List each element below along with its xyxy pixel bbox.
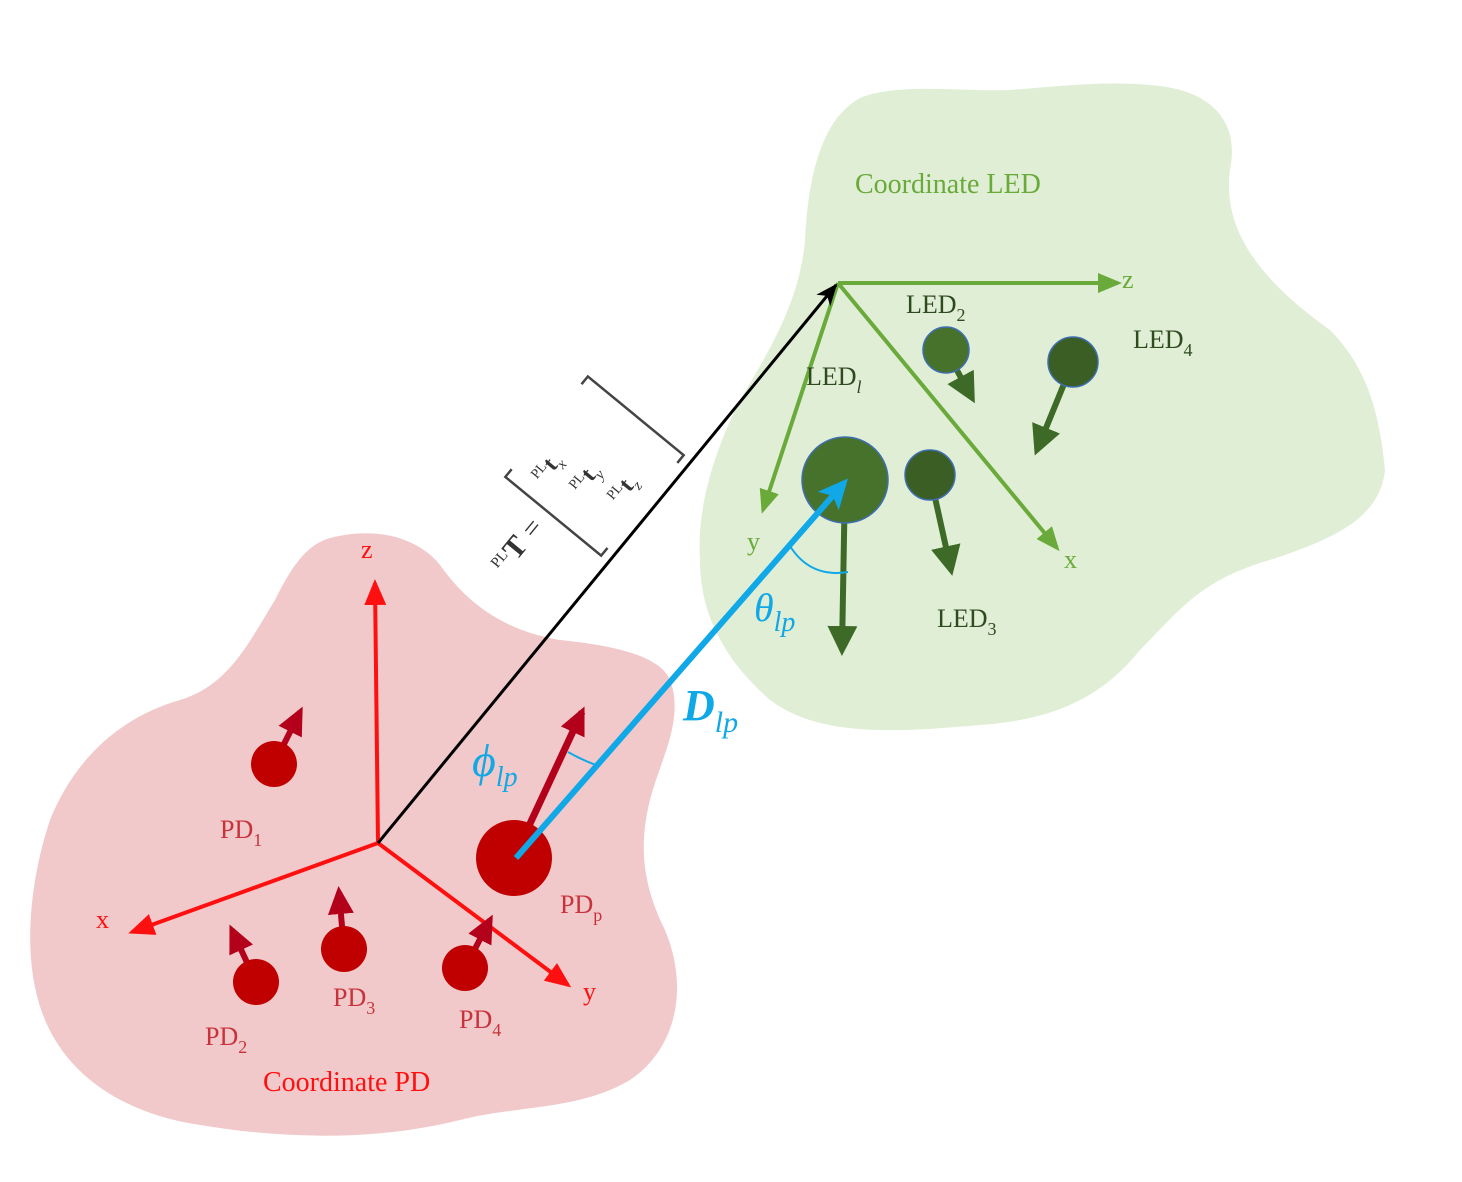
pd-3-label: PD3 bbox=[333, 983, 375, 1018]
led-region-title: Coordinate LED bbox=[855, 169, 1041, 200]
matrix-left-bracket bbox=[503, 468, 609, 558]
pd-2-circle bbox=[233, 959, 279, 1005]
translation-matrix: PLT= PLtx PLty PLtz bbox=[485, 374, 686, 579]
pd-axis-z bbox=[364, 579, 387, 844]
led-4 bbox=[1032, 336, 1099, 456]
pd-region bbox=[30, 533, 678, 1136]
led-axis-y bbox=[759, 282, 840, 514]
led-axis-z-label: z bbox=[1122, 265, 1134, 294]
pd-region-title: Coordinate PD bbox=[263, 1067, 430, 1098]
pd-axis-x-label: x bbox=[96, 905, 109, 934]
led-3-label: LED3 bbox=[937, 604, 997, 639]
matrix-row-x: PLtx bbox=[528, 448, 571, 491]
led-4-label: LED4 bbox=[1133, 325, 1193, 360]
pd-4-label: PD4 bbox=[459, 1005, 501, 1040]
pd-2 bbox=[229, 924, 279, 1005]
pd-1 bbox=[251, 706, 303, 787]
led-axes: z y x bbox=[747, 265, 1134, 574]
theta-arc bbox=[789, 545, 849, 574]
led-l-circle bbox=[801, 436, 889, 524]
led-2 bbox=[922, 326, 975, 404]
phi-arc bbox=[567, 751, 597, 766]
pd-p-label: PDp bbox=[560, 890, 602, 925]
led-axis-x-label: x bbox=[1064, 545, 1077, 574]
phi-label: ϕlp bbox=[472, 735, 518, 793]
pd-1-label: PD1 bbox=[220, 815, 262, 850]
theta-label: θlp bbox=[754, 585, 795, 638]
led-4-circle bbox=[1047, 336, 1099, 388]
matrix-right-bracket bbox=[580, 374, 686, 464]
distance-label: Dlp bbox=[682, 681, 738, 739]
matrix-row-y: PLty bbox=[566, 458, 609, 501]
pd-2-label: PD2 bbox=[205, 1022, 247, 1057]
pd-4-circle bbox=[442, 945, 488, 991]
pd-axes: z x y bbox=[96, 535, 596, 1006]
matrix-lhs: PLT= bbox=[485, 511, 549, 579]
led-3 bbox=[904, 449, 961, 576]
pd-axis-x bbox=[128, 841, 379, 935]
pd-4 bbox=[442, 914, 493, 991]
pd-axis-y bbox=[376, 841, 572, 988]
led-2-label: LED2 bbox=[906, 290, 966, 325]
led-region bbox=[699, 83, 1385, 731]
led-3-circle bbox=[904, 449, 956, 501]
matrix-row-z: PLtz bbox=[604, 469, 646, 511]
translation-vector bbox=[376, 283, 838, 844]
pd-1-circle bbox=[251, 741, 297, 787]
led-l-label: LEDl bbox=[806, 362, 862, 397]
distance-vector bbox=[513, 478, 848, 860]
pd-axis-y-label: y bbox=[583, 977, 596, 1006]
led-axis-x bbox=[836, 281, 1060, 552]
pd-axis-z-label: z bbox=[361, 535, 373, 564]
led-2-circle bbox=[922, 326, 970, 374]
pd-3 bbox=[321, 886, 367, 972]
pd-3-circle bbox=[321, 926, 367, 972]
led-axis-y-label: y bbox=[747, 527, 760, 556]
